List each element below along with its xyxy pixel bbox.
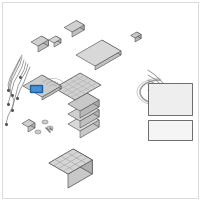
Polygon shape xyxy=(42,75,61,89)
Polygon shape xyxy=(23,75,61,97)
Polygon shape xyxy=(135,34,141,42)
Polygon shape xyxy=(38,40,48,52)
Polygon shape xyxy=(80,100,99,118)
Polygon shape xyxy=(56,36,61,43)
Polygon shape xyxy=(87,103,99,117)
Ellipse shape xyxy=(42,120,48,124)
Polygon shape xyxy=(76,40,121,66)
Polygon shape xyxy=(80,120,99,138)
Ellipse shape xyxy=(35,130,41,134)
Ellipse shape xyxy=(47,126,53,130)
Polygon shape xyxy=(29,119,35,128)
Polygon shape xyxy=(54,73,101,100)
Polygon shape xyxy=(87,113,99,127)
Polygon shape xyxy=(68,103,99,121)
Polygon shape xyxy=(28,123,35,132)
Polygon shape xyxy=(64,21,84,32)
Polygon shape xyxy=(72,25,84,37)
Polygon shape xyxy=(41,36,48,46)
Polygon shape xyxy=(31,36,48,46)
Polygon shape xyxy=(137,32,141,38)
Polygon shape xyxy=(87,93,99,107)
Polygon shape xyxy=(68,160,92,188)
Bar xyxy=(148,83,192,115)
Polygon shape xyxy=(73,149,92,174)
FancyBboxPatch shape xyxy=(30,85,42,92)
Polygon shape xyxy=(68,113,99,131)
Polygon shape xyxy=(95,51,121,70)
Polygon shape xyxy=(131,32,141,38)
Bar xyxy=(148,120,192,140)
Polygon shape xyxy=(68,93,99,111)
Polygon shape xyxy=(54,39,61,47)
Polygon shape xyxy=(49,149,92,174)
FancyBboxPatch shape xyxy=(151,125,159,129)
Polygon shape xyxy=(42,86,61,100)
Polygon shape xyxy=(22,119,35,127)
Polygon shape xyxy=(102,40,121,55)
Polygon shape xyxy=(49,36,61,43)
Polygon shape xyxy=(80,110,99,128)
Polygon shape xyxy=(76,21,84,30)
